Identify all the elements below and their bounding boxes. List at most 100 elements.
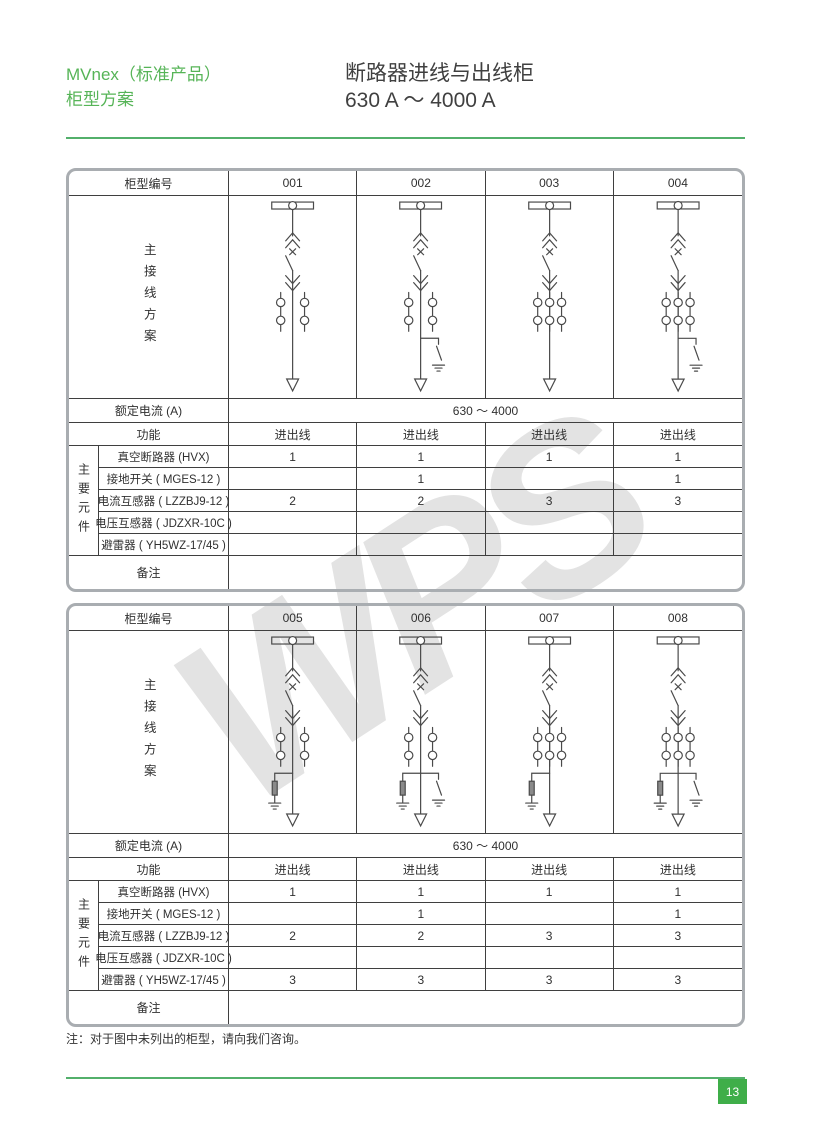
cabinet-table-1: 柜型编号 001 002 003 004 主接线方案 额定电流 (A) 630 … bbox=[66, 168, 745, 592]
component-count-cell: 2 bbox=[357, 925, 486, 947]
function-cell: 进出线 bbox=[485, 423, 614, 446]
component-count-cell: 3 bbox=[229, 969, 358, 991]
scheme-diagram-003 bbox=[485, 196, 614, 399]
remark-value bbox=[229, 991, 742, 1024]
component-count-cell: 2 bbox=[357, 490, 486, 512]
rated-current-label: 额定电流 (A) bbox=[69, 834, 229, 858]
function-cell: 进出线 bbox=[229, 858, 358, 881]
component-count-cell: 3 bbox=[613, 969, 742, 991]
component-count-cell: 1 bbox=[485, 446, 614, 468]
component-label: 真空断路器 (HVX) bbox=[99, 446, 229, 468]
footer-rule bbox=[66, 1077, 745, 1079]
component-count-cell bbox=[485, 534, 614, 556]
component-label: 电流互感器 ( LZZBJ9-12 ) bbox=[98, 925, 229, 947]
remark-label: 备注 bbox=[69, 556, 229, 589]
function-cell: 进出线 bbox=[613, 423, 742, 446]
component-count-cell bbox=[357, 534, 486, 556]
component-label: 真空断路器 (HVX) bbox=[99, 881, 229, 903]
page-number: 13 bbox=[718, 1079, 747, 1104]
function-label: 功能 bbox=[69, 423, 229, 446]
function-cell: 进出线 bbox=[229, 423, 358, 446]
rated-current-value: 630 ～ 4000 bbox=[229, 834, 742, 858]
component-count-cell bbox=[485, 468, 614, 490]
product-line: MVnex（标准产品） bbox=[66, 65, 221, 84]
component-label: 电压互感器 ( JDZXR-10C ) bbox=[95, 947, 232, 969]
scheme-diagram-002 bbox=[357, 196, 486, 399]
remark-value bbox=[229, 556, 742, 589]
component-count-cell bbox=[613, 947, 742, 969]
header-rule bbox=[66, 137, 745, 139]
rated-current-label: 额定电流 (A) bbox=[69, 399, 229, 423]
cabinet-number: 005 bbox=[229, 606, 358, 631]
scheme-diagram-008 bbox=[613, 631, 742, 834]
component-count-cell: 1 bbox=[613, 446, 742, 468]
cabinet-number: 007 bbox=[485, 606, 614, 631]
scheme-diagram-001 bbox=[229, 196, 358, 399]
function-cell: 进出线 bbox=[613, 858, 742, 881]
component-count-cell bbox=[613, 512, 742, 534]
component-count-cell: 1 bbox=[613, 468, 742, 490]
function-label: 功能 bbox=[69, 858, 229, 881]
component-label: 电流互感器 ( LZZBJ9-12 ) bbox=[98, 490, 229, 512]
page-header-left: MVnex（标准产品） 柜型方案 bbox=[66, 62, 221, 112]
component-label: 接地开关 ( MGES-12 ) bbox=[99, 468, 229, 490]
cabinet-number: 002 bbox=[357, 171, 486, 196]
component-count-cell: 1 bbox=[357, 446, 486, 468]
component-count-cell bbox=[613, 534, 742, 556]
component-count-cell: 3 bbox=[485, 490, 614, 512]
component-count-cell: 1 bbox=[357, 468, 486, 490]
cabinet-no-label: 柜型编号 bbox=[69, 606, 229, 631]
component-count-cell: 1 bbox=[229, 881, 358, 903]
component-count-cell bbox=[229, 947, 358, 969]
function-cell: 进出线 bbox=[357, 423, 486, 446]
component-label: 电压互感器 ( JDZXR-10C ) bbox=[95, 512, 232, 534]
component-label: 接地开关 ( MGES-12 ) bbox=[99, 903, 229, 925]
component-count-cell bbox=[229, 903, 358, 925]
component-count-cell: 2 bbox=[229, 925, 358, 947]
component-label: 避雷器 ( YH5WZ-17/45 ) bbox=[99, 534, 229, 556]
remark-label: 备注 bbox=[69, 991, 229, 1024]
component-count-cell bbox=[485, 512, 614, 534]
component-count-cell bbox=[229, 512, 358, 534]
component-count-cell: 1 bbox=[357, 881, 486, 903]
cabinet-number: 001 bbox=[229, 171, 358, 196]
function-cell: 进出线 bbox=[485, 858, 614, 881]
component-count-cell bbox=[357, 512, 486, 534]
component-count-cell: 1 bbox=[357, 903, 486, 925]
component-count-cell bbox=[485, 947, 614, 969]
component-count-cell: 1 bbox=[613, 903, 742, 925]
cabinet-number: 006 bbox=[357, 606, 486, 631]
function-cell: 进出线 bbox=[357, 858, 486, 881]
component-count-cell bbox=[485, 903, 614, 925]
scheme-diagram-004 bbox=[613, 196, 742, 399]
scheme-diagram-007 bbox=[485, 631, 614, 834]
note-text: 注：对于图中未列出的柜型，请向我们咨询。 bbox=[66, 1032, 307, 1046]
doc-title: 断路器进线与出线柜 bbox=[345, 62, 534, 85]
component-count-cell: 3 bbox=[485, 969, 614, 991]
cabinet-number: 003 bbox=[485, 171, 614, 196]
cabinet-no-label: 柜型编号 bbox=[69, 171, 229, 196]
component-count-cell bbox=[229, 534, 358, 556]
main-scheme-label: 主接线方案 bbox=[69, 631, 229, 834]
component-count-cell: 1 bbox=[613, 881, 742, 903]
component-count-cell: 3 bbox=[485, 925, 614, 947]
component-count-cell: 3 bbox=[357, 969, 486, 991]
cabinet-number: 008 bbox=[613, 606, 742, 631]
component-count-cell: 2 bbox=[229, 490, 358, 512]
main-components-label: 主要元件 bbox=[69, 446, 99, 556]
current-range: 630 A ～ 4000 A bbox=[345, 89, 496, 112]
scheme-diagram-005 bbox=[229, 631, 358, 834]
main-components-label: 主要元件 bbox=[69, 881, 99, 991]
scheme-diagram-006 bbox=[357, 631, 486, 834]
page-header-right: 断路器进线与出线柜 630 A ～ 4000 A bbox=[345, 60, 534, 114]
component-count-cell: 1 bbox=[229, 446, 358, 468]
main-scheme-label: 主接线方案 bbox=[69, 196, 229, 399]
component-count-cell: 3 bbox=[613, 490, 742, 512]
component-count-cell: 3 bbox=[613, 925, 742, 947]
component-label: 避雷器 ( YH5WZ-17/45 ) bbox=[99, 969, 229, 991]
cabinet-table-2: 柜型编号 005 006 007 008 主接线方案 额定电流 (A) 630 … bbox=[66, 603, 745, 1027]
component-count-cell bbox=[229, 468, 358, 490]
product-subtitle: 柜型方案 bbox=[66, 90, 134, 109]
rated-current-value: 630 ～ 4000 bbox=[229, 399, 742, 423]
cabinet-number: 004 bbox=[613, 171, 742, 196]
